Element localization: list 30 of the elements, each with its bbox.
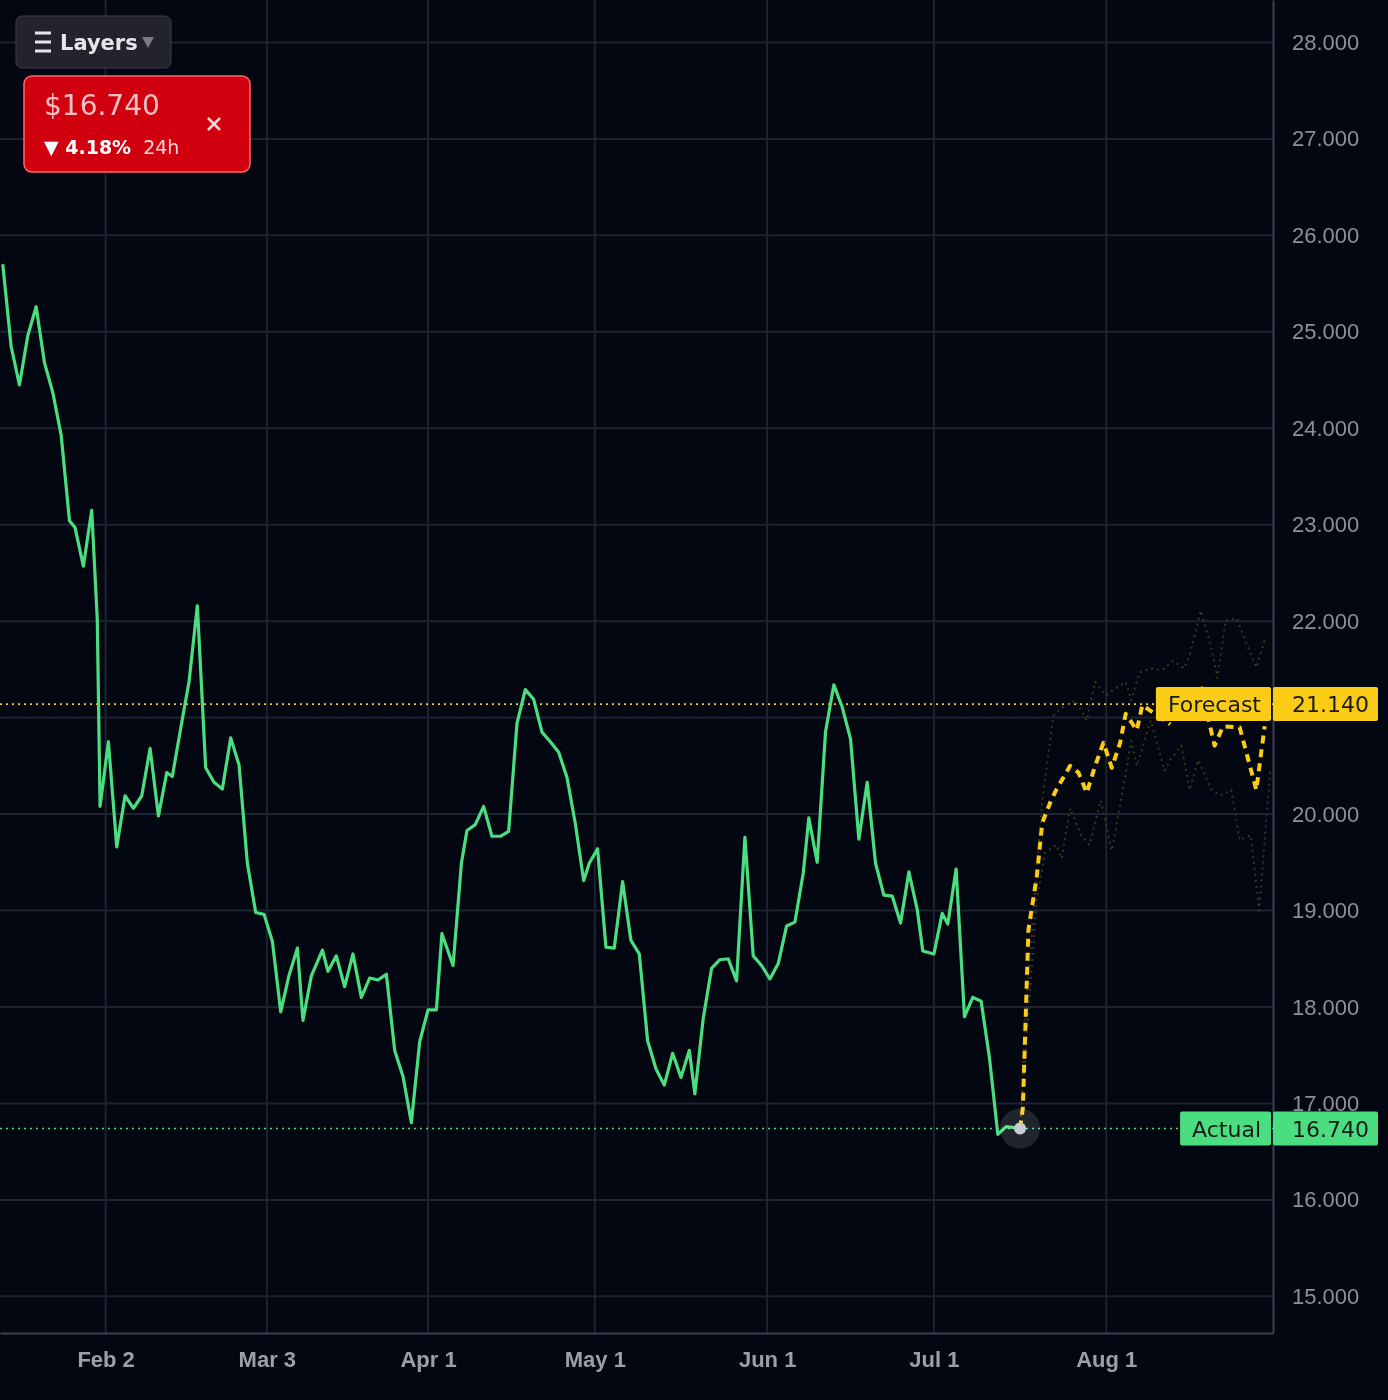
- y-tick-label: 22.000: [1292, 608, 1360, 634]
- x-tick-label: Mar 3: [238, 1346, 297, 1372]
- y-tick-label: 15.000: [1292, 1283, 1360, 1309]
- y-tick-label: 26.000: [1292, 222, 1360, 248]
- y-tick-label: 19.000: [1292, 898, 1360, 924]
- x-tick-label: Jul 1: [909, 1346, 960, 1372]
- x-tick-label: May 1: [564, 1346, 626, 1372]
- ref-line-label: Forecast: [1167, 692, 1262, 718]
- y-tick-label: 20.000: [1292, 801, 1360, 827]
- y-tick-label: 28.000: [1292, 29, 1360, 55]
- y-tick-label: 16.000: [1292, 1187, 1360, 1213]
- x-tick-label: Jun 1: [738, 1346, 797, 1372]
- price-card: $16.740 ▼ 4.18% 24h: [23, 75, 251, 173]
- text: 16.740: [1292, 1116, 1369, 1142]
- annotation: Layers: [60, 31, 138, 55]
- y-tick-label: 25.000: [1292, 319, 1360, 345]
- y-tick-label: 23.000: [1292, 512, 1360, 538]
- text: 21.140: [1292, 692, 1369, 718]
- x-tick-label: Feb 2: [77, 1346, 135, 1372]
- layers-button: Layers: [15, 15, 172, 69]
- ref-line-label: Actual: [1192, 1116, 1261, 1142]
- y-tick-label: 18.000: [1292, 994, 1360, 1020]
- x-tick-label: Apr 1: [400, 1346, 457, 1372]
- y-tick-label: 17.000: [1292, 1090, 1360, 1116]
- annotation: $16.740: [44, 89, 160, 122]
- annotation: 24h: [143, 136, 180, 158]
- annotation: ▼ 4.18%: [44, 136, 132, 158]
- y-tick-label: 27.000: [1292, 126, 1360, 152]
- y-tick-label: 24.000: [1292, 415, 1360, 441]
- x-tick-label: Aug 1: [1076, 1346, 1138, 1372]
